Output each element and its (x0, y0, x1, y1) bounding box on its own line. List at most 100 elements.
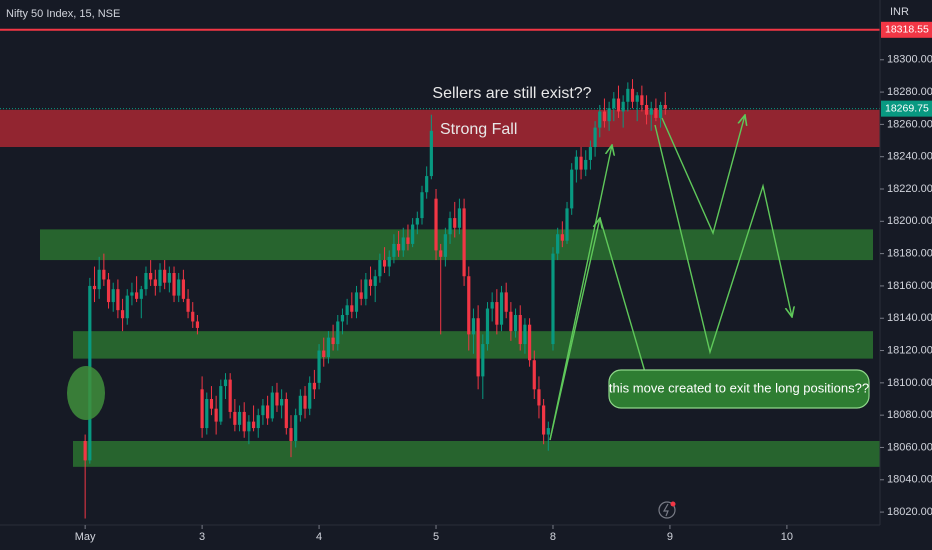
candle-body (223, 379, 228, 387)
annotation: Sellers are still exist?? (432, 85, 591, 102)
price-tag (881, 100, 932, 117)
candle-body (411, 224, 415, 244)
candle-body (139, 289, 143, 299)
candle-body (270, 392, 274, 419)
candle-body (509, 311, 513, 332)
candle-body (504, 292, 508, 312)
candle-body (364, 279, 368, 299)
candle-body (247, 421, 251, 432)
candle-body (649, 108, 653, 115)
candle-body (336, 321, 340, 345)
candle-body (485, 308, 490, 345)
candle-body (317, 350, 321, 383)
candle-body (135, 292, 139, 299)
candle-body (560, 234, 564, 241)
arrow (549, 145, 612, 441)
candle-body (518, 315, 522, 345)
price-tag-label: 18318.55 (885, 24, 929, 36)
candle-body (205, 399, 209, 429)
candle-body (256, 415, 260, 429)
candle-body (495, 302, 499, 325)
candle-body (654, 108, 658, 118)
candle-body (116, 289, 120, 311)
y-tick-label: 18100.00 (887, 377, 932, 389)
zone (73, 441, 880, 467)
candle-body (658, 105, 663, 118)
candle-body (331, 337, 335, 345)
candle-body (284, 399, 288, 429)
chart-title: Nifty 50 Index, 15, NSE (6, 8, 120, 20)
candle-body (429, 130, 433, 177)
candle-body (163, 269, 167, 283)
candle-body (106, 279, 111, 303)
candle-body (396, 243, 401, 251)
arrows (549, 115, 792, 441)
candle-body (209, 399, 214, 409)
candle-body (191, 311, 195, 322)
arrow (654, 124, 792, 355)
candle-body (457, 208, 462, 228)
candle-body (153, 279, 157, 286)
candle-body (434, 198, 438, 251)
y-tick-label: 18160.00 (887, 280, 932, 292)
zone (0, 109, 880, 147)
candle-body (626, 88, 630, 102)
candle-body (149, 273, 153, 280)
annotation: this move created to exit the long posit… (609, 380, 869, 395)
candle-body (453, 218, 457, 228)
candle-body (612, 98, 616, 109)
highlight-oval (67, 366, 105, 420)
candle-body (340, 315, 345, 322)
candle-body (640, 95, 644, 105)
candle-body (144, 273, 148, 290)
annotation-box (608, 369, 870, 409)
arrow (549, 218, 600, 441)
candle-body (382, 260, 387, 267)
candle-body (345, 305, 349, 315)
x-tick-label: 9 (667, 531, 673, 543)
candle-body (111, 289, 115, 303)
x-tick-label: 4 (316, 531, 322, 543)
candle-body (233, 411, 237, 425)
candle-body (125, 295, 129, 319)
y-tick-label: 18180.00 (887, 248, 932, 260)
candle-body (565, 208, 569, 241)
candle-body (359, 292, 363, 299)
y-tick-label: 18280.00 (887, 86, 932, 98)
candle-body (644, 105, 649, 115)
candle-body (425, 176, 429, 193)
y-tick-label: 18020.00 (887, 506, 932, 518)
y-tick-label: 18260.00 (887, 118, 932, 130)
candle-body (308, 382, 312, 409)
candle-body (200, 389, 204, 429)
candle-body (401, 237, 405, 251)
arrow (599, 217, 646, 373)
y-tick-label: 18220.00 (887, 183, 932, 195)
candle-body (579, 156, 583, 170)
candle-body (574, 156, 578, 170)
candle-body (97, 269, 101, 290)
candle-body (275, 392, 279, 406)
x-tick-label: 3 (199, 531, 205, 543)
candle-body (415, 218, 419, 225)
candle-body (584, 159, 588, 170)
candle-body (546, 428, 550, 435)
candle-body (527, 324, 532, 361)
candle-body (570, 169, 574, 209)
candle-body (195, 321, 200, 328)
candle-body (523, 324, 527, 345)
candle-body (92, 285, 97, 290)
candle-body (368, 279, 373, 286)
plot (0, 28, 880, 519)
candle-body (298, 395, 302, 416)
y-tick-label: 18300.00 (887, 54, 932, 66)
candle-body (406, 237, 410, 244)
arrow (661, 115, 745, 236)
candle-body (607, 108, 611, 122)
candle-body (420, 192, 424, 219)
candle-body (219, 386, 223, 422)
axis-label: INR (890, 6, 909, 18)
candle-body (251, 421, 256, 429)
candle-body (214, 408, 218, 422)
y-tick-label: 18240.00 (887, 151, 932, 163)
